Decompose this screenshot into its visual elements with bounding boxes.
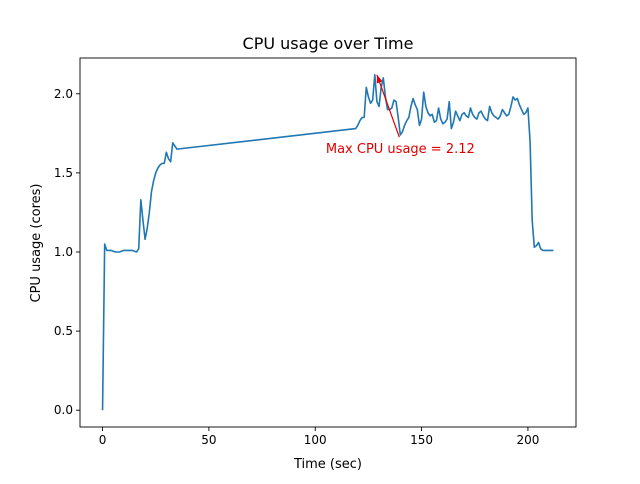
annotation-label: Max CPU usage = 2.12 [326, 142, 475, 157]
plot-area: 0 50 100 150 200 0.0 0.5 1.0 1.5 2.0 Max CPU usage… [54, 57, 577, 447]
y-tick-label: 0.0 [54, 403, 73, 417]
y-tick-label: 2.0 [54, 87, 73, 101]
axes-frame [79, 57, 577, 428]
series-line-0 [101, 73, 554, 411]
y-tick-label: 0.5 [54, 324, 73, 338]
x-tick-label: 0 [99, 433, 107, 447]
y-axis-label: CPU usage (cores) [29, 184, 44, 303]
x-axis-label: Time (sec) [293, 457, 362, 472]
x-tick-label: 100 [304, 433, 327, 447]
annotation-arrow-head [376, 74, 383, 84]
x-tick-label: 200 [516, 433, 539, 447]
x-tick-label: 50 [201, 433, 216, 447]
chart-title: CPU usage over Time [243, 34, 414, 53]
annotation-arrow-line [376, 74, 400, 138]
y-tick-label: 1.0 [54, 245, 73, 259]
x-tick-label: 150 [410, 433, 433, 447]
y-tick-label: 1.5 [54, 166, 73, 180]
